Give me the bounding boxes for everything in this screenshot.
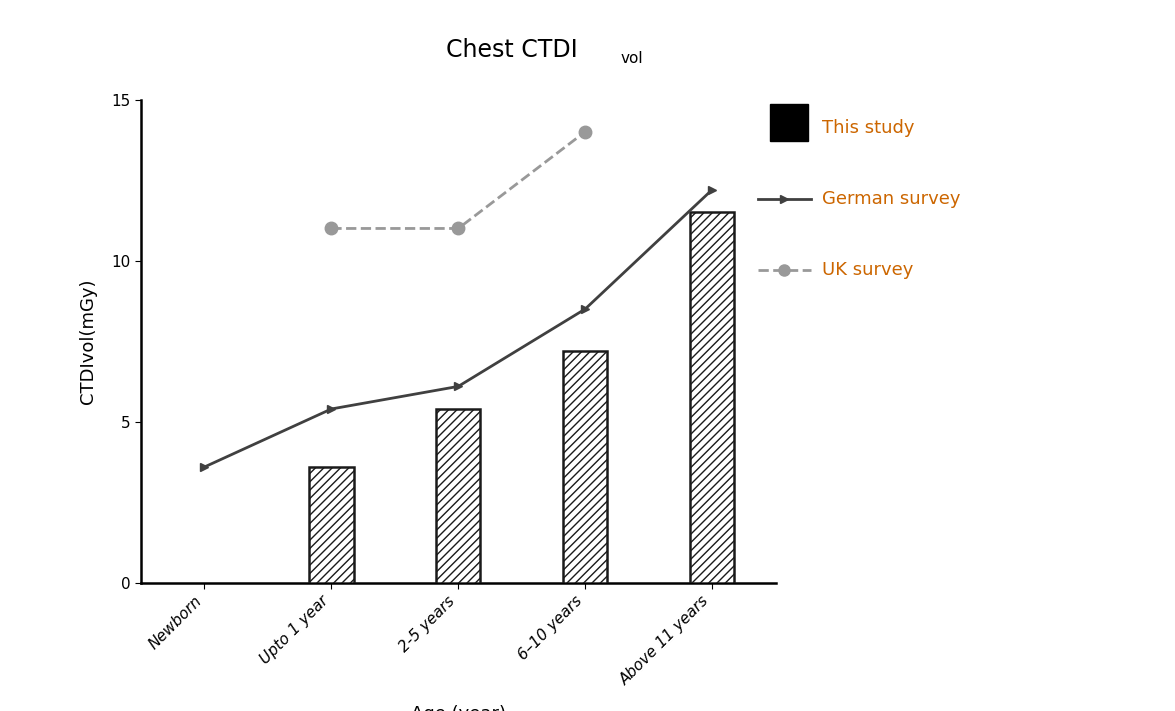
X-axis label: Age (year): Age (year) <box>411 705 505 711</box>
Bar <box>436 409 481 583</box>
Text: Chest CTDI: Chest CTDI <box>446 38 578 62</box>
Text: German survey: German survey <box>822 190 961 208</box>
Text: vol: vol <box>620 50 643 66</box>
Bar <box>563 351 607 583</box>
Bar <box>690 213 734 583</box>
Text: UK survey: UK survey <box>822 261 914 279</box>
Text: This study: This study <box>822 119 915 137</box>
Y-axis label: CTDIvol(mGy): CTDIvol(mGy) <box>80 279 98 404</box>
Bar <box>309 467 354 583</box>
